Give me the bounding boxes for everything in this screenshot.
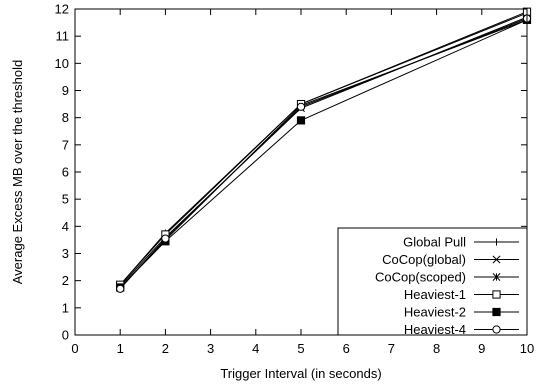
legend-label: Global Pull xyxy=(403,235,466,250)
legend-box xyxy=(337,227,528,336)
legend-marker xyxy=(492,255,501,264)
x-tick-label: 9 xyxy=(478,341,485,356)
data-point xyxy=(161,234,170,243)
data-point xyxy=(296,102,306,111)
x-tick-label: 5 xyxy=(297,341,304,356)
plot-frame xyxy=(74,8,528,336)
series-line xyxy=(119,11,528,286)
legend-marker xyxy=(492,325,501,334)
series-lines xyxy=(119,11,528,290)
legend-label: CoCop(scoped) xyxy=(375,270,466,285)
legend-marker xyxy=(492,273,501,281)
y-tick-label: 3 xyxy=(62,246,69,261)
y-tick-label: 8 xyxy=(62,110,69,125)
legend-marker xyxy=(492,290,501,299)
x-tick-label: 8 xyxy=(433,341,440,356)
x-tick-label: 0 xyxy=(71,341,78,356)
y-tick-label: 0 xyxy=(62,328,69,343)
y-tick-label: 4 xyxy=(62,219,69,234)
legend-label: Heaviest-2 xyxy=(404,305,466,320)
x-tick-label: 10 xyxy=(520,341,534,356)
legend-marker xyxy=(492,307,501,317)
legend: Global Pull CoCop(global) CoCop(scoped) Hea… xyxy=(337,227,528,337)
y-tick-label: 11 xyxy=(56,29,70,44)
series-line xyxy=(119,18,528,290)
y-axis-label: Average Excess MB over the threshold xyxy=(10,60,25,285)
y-tick-label: 2 xyxy=(62,273,69,288)
legend-label: CoCop(global) xyxy=(382,252,466,267)
x-tick-label: 4 xyxy=(252,341,259,356)
legend-label: Heaviest-4 xyxy=(404,322,466,337)
x-tick-label: 6 xyxy=(343,341,350,356)
x-tick-label: 7 xyxy=(388,341,395,356)
legend-label: Heaviest-1 xyxy=(404,287,466,302)
x-tick-label: 1 xyxy=(117,341,124,356)
y-tick-label: 12 xyxy=(55,2,69,17)
x-tick-label: 3 xyxy=(207,341,214,356)
y-tick-label: 1 xyxy=(62,300,69,315)
y-tick-label: 9 xyxy=(62,83,69,98)
y-tick-label: 10 xyxy=(55,56,69,71)
y-tick-label: 5 xyxy=(62,192,69,207)
y-tick-label: 6 xyxy=(62,165,69,180)
x-axis-label: Trigger Interval (in seconds) xyxy=(220,366,381,381)
y-tick-label: 7 xyxy=(62,137,69,152)
legend-marker xyxy=(492,238,501,246)
data-point xyxy=(296,116,306,125)
data-point xyxy=(116,284,125,293)
x-tick-label: 2 xyxy=(162,341,169,356)
